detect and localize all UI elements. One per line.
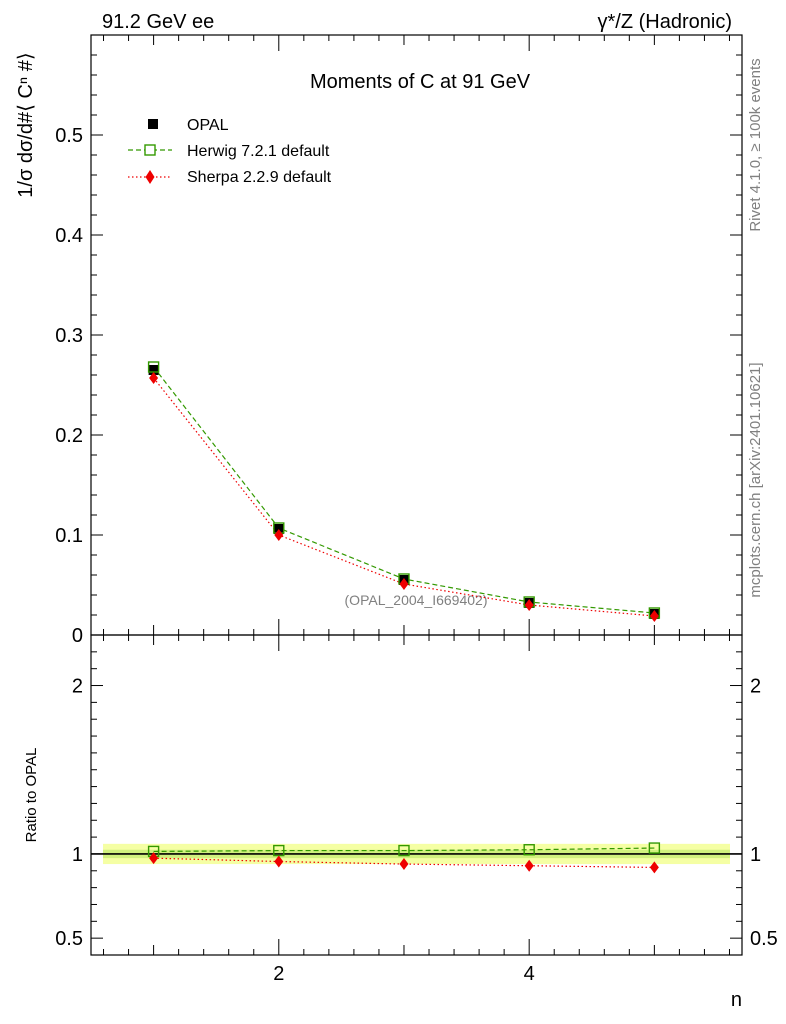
ratio-tick-label: 0.5 bbox=[55, 928, 83, 950]
ratio-tick-label-right: 1 bbox=[750, 844, 761, 866]
ratio-uncertainty-band bbox=[91, 843, 742, 865]
ratio-y-axis-label: Ratio to OPAL bbox=[23, 748, 40, 843]
sherpa-ratio-point bbox=[649, 861, 659, 874]
sherpa-point bbox=[649, 610, 659, 622]
ratio-tick-label: 1 bbox=[72, 844, 83, 866]
legend-herwig-marker bbox=[144, 144, 156, 156]
sherpa-ratio-point bbox=[149, 852, 159, 865]
y-tick-label: 0.2 bbox=[55, 425, 83, 447]
x-tick-label: 2 bbox=[273, 963, 284, 985]
y-tick-label: 0.5 bbox=[55, 125, 83, 147]
ratio-tick-label-right: 0.5 bbox=[750, 928, 778, 950]
herwig-ratio-point bbox=[398, 844, 410, 857]
herwig-ratio-point bbox=[523, 844, 535, 856]
sherpa-point bbox=[149, 372, 159, 384]
ratio-plot-frame bbox=[90, 634, 743, 956]
herwig-ratio-point bbox=[648, 842, 661, 854]
sherpa-ratio-point bbox=[399, 858, 409, 871]
legend-sherpa-label: Sherpa 2.2.9 default bbox=[187, 169, 332, 186]
legend-herwig-label: Herwig 7.2.1 default bbox=[187, 143, 330, 160]
x-tick-label: 4 bbox=[524, 963, 535, 985]
sherpa-point bbox=[524, 599, 534, 611]
sherpa-point bbox=[399, 578, 409, 590]
y-tick-label: 0.4 bbox=[55, 225, 83, 247]
opal-point bbox=[148, 365, 159, 375]
ratio-tick-label-right: 2 bbox=[750, 676, 761, 698]
x-axis-label: n bbox=[731, 989, 742, 1011]
y-tick-label: 0.1 bbox=[55, 525, 83, 547]
y-tick-label: 0 bbox=[72, 625, 83, 647]
herwig-ratio-line bbox=[153, 847, 655, 853]
ratio-tick-label: 2 bbox=[72, 676, 83, 698]
rivet-label: Rivet 4.1.0, ≥ 100k events bbox=[747, 58, 764, 231]
legend-opal-marker bbox=[148, 119, 158, 129]
chart-title: Moments of C at 91 GeV bbox=[310, 71, 531, 93]
legend-sherpa-marker bbox=[145, 170, 155, 184]
legend: OPAL Herwig 7.2.1 default Sherpa 2.2.9 d… bbox=[128, 117, 332, 186]
y-tick-label: 0.3 bbox=[55, 325, 83, 347]
main-axis-ticks: 0 0.1 0.2 0.3 0.4 0.5 bbox=[55, 54, 742, 647]
header-left: 91.2 GeV ee bbox=[102, 11, 214, 33]
header-right: γ*/Z (Hadronic) bbox=[598, 11, 732, 33]
y-axis-label: 1/σ dσ/d#⟨ Cⁿ #⟩ bbox=[15, 52, 37, 197]
sherpa-ratio-point bbox=[524, 859, 534, 872]
sherpa-ratio-line bbox=[153, 857, 655, 869]
analysis-watermark: (OPAL_2004_I669402) bbox=[345, 592, 488, 608]
legend-opal-label: OPAL bbox=[187, 117, 229, 134]
ratio-axis-ticks: 0.5 0.5 1 1 2 2 bbox=[55, 651, 778, 950]
ratio-series-layer bbox=[147, 842, 661, 874]
sherpa-point bbox=[274, 529, 284, 541]
mcplots-label: mcplots.cern.ch [arXiv:2401.10621] bbox=[747, 362, 764, 597]
series-layer bbox=[147, 361, 661, 622]
sherpa-ratio-point bbox=[274, 855, 284, 868]
sherpa-line bbox=[153, 377, 655, 617]
